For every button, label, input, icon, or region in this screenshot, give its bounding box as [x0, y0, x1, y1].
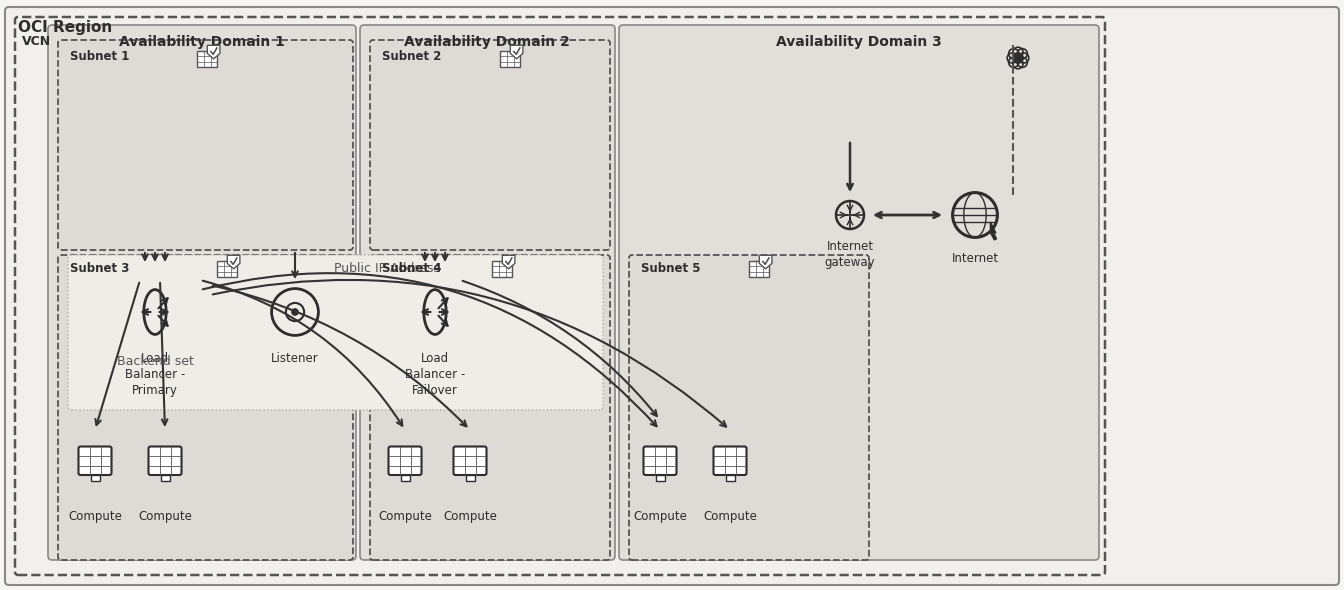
FancyBboxPatch shape [388, 447, 422, 475]
Text: Subnet 2: Subnet 2 [382, 50, 441, 63]
Polygon shape [227, 255, 239, 269]
Text: Backend set: Backend set [117, 355, 194, 368]
Text: Compute: Compute [444, 510, 497, 523]
FancyBboxPatch shape [360, 25, 616, 560]
Polygon shape [991, 222, 996, 240]
FancyBboxPatch shape [370, 40, 610, 250]
Text: VCN: VCN [22, 35, 51, 48]
Bar [90, 475, 99, 481]
Bar [160, 475, 169, 481]
Polygon shape [503, 255, 515, 269]
Text: Availability Domain 1: Availability Domain 1 [120, 35, 285, 49]
FancyBboxPatch shape [714, 447, 746, 475]
FancyBboxPatch shape [78, 447, 112, 475]
Bar [218, 261, 237, 277]
Text: Listener: Listener [271, 352, 319, 365]
FancyBboxPatch shape [629, 255, 870, 560]
Text: Subnet 5: Subnet 5 [641, 262, 700, 275]
Bar [656, 475, 664, 481]
Text: Compute: Compute [138, 510, 192, 523]
FancyBboxPatch shape [5, 7, 1339, 585]
Text: Subnet 3: Subnet 3 [70, 262, 129, 275]
Text: Compute: Compute [69, 510, 122, 523]
Text: Subnet 4: Subnet 4 [382, 262, 441, 275]
Text: Subnet 1: Subnet 1 [70, 50, 129, 63]
Text: Public IP Address: Public IP Address [335, 262, 439, 275]
Circle shape [292, 309, 298, 315]
Bar [465, 475, 474, 481]
Bar [198, 51, 218, 67]
Text: Load
Balancer -
Failover: Load Balancer - Failover [405, 352, 465, 397]
FancyBboxPatch shape [58, 255, 353, 560]
FancyBboxPatch shape [620, 25, 1099, 560]
Text: Compute: Compute [633, 510, 687, 523]
FancyBboxPatch shape [58, 40, 353, 250]
Polygon shape [207, 45, 220, 59]
Bar [750, 261, 769, 277]
Text: Compute: Compute [378, 510, 431, 523]
Text: Availability Domain 3: Availability Domain 3 [775, 35, 942, 49]
FancyBboxPatch shape [370, 255, 610, 560]
Bar [492, 261, 512, 277]
Bar [500, 51, 520, 67]
Bar [401, 475, 410, 481]
Bar [726, 475, 735, 481]
Text: Compute: Compute [703, 510, 757, 523]
FancyBboxPatch shape [148, 447, 181, 475]
Text: Internet
gateway: Internet gateway [825, 240, 875, 269]
Polygon shape [511, 45, 523, 59]
FancyBboxPatch shape [453, 447, 487, 475]
Text: OCI Region: OCI Region [17, 20, 113, 35]
Text: Internet: Internet [952, 252, 999, 265]
FancyBboxPatch shape [69, 255, 603, 410]
FancyBboxPatch shape [644, 447, 676, 475]
Text: Load
Balancer -
Primary: Load Balancer - Primary [125, 352, 185, 397]
FancyBboxPatch shape [48, 25, 356, 560]
Polygon shape [759, 255, 771, 269]
Text: Availability Domain 2: Availability Domain 2 [405, 35, 570, 49]
